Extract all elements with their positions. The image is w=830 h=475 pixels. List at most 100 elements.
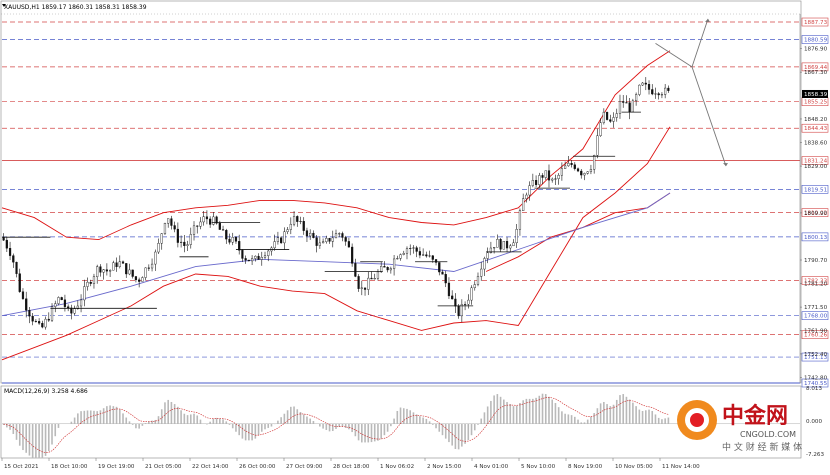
macd-bar	[284, 414, 286, 424]
macd-bar	[519, 403, 521, 424]
candle-body	[406, 249, 408, 254]
candle-body	[545, 171, 547, 178]
macd-bar	[322, 424, 324, 429]
watermark-domain: CNGOLD.COM	[740, 430, 796, 439]
macd-bar	[364, 424, 366, 443]
macd-bar	[668, 418, 670, 424]
macd-bar	[245, 424, 247, 441]
macd-bar	[464, 424, 466, 444]
price-tick-3: 1838.60	[804, 141, 828, 147]
macd-bar	[251, 424, 253, 441]
macd-bar	[480, 419, 482, 424]
macd-bar	[200, 420, 202, 424]
candle-body	[558, 175, 560, 179]
candle-body	[338, 233, 340, 234]
candle-body	[409, 248, 411, 249]
macd-bar	[558, 407, 560, 424]
candle-body	[390, 269, 392, 270]
time-tick-13: 10 Nov 05:00	[615, 464, 653, 470]
macd-bar	[600, 403, 602, 423]
macd-bar	[400, 408, 402, 424]
macd-bar	[497, 394, 499, 424]
macd-zero-tick: 0.000	[806, 419, 822, 425]
candle-body	[387, 267, 389, 270]
level-label-6: 1819.51	[804, 187, 828, 193]
macd-bar	[164, 402, 166, 423]
candle-body	[561, 169, 563, 176]
macd-bar	[290, 407, 292, 424]
candle-body	[280, 238, 282, 243]
candle-body	[309, 233, 311, 236]
candle-body	[200, 222, 202, 226]
candle-body	[432, 256, 434, 260]
macd-bar	[651, 411, 653, 424]
macd-bar	[45, 424, 47, 456]
candle-body	[645, 83, 647, 84]
candle-body	[35, 321, 37, 322]
candle-body	[474, 285, 476, 288]
macd-bar	[29, 424, 31, 456]
macd-bar	[429, 421, 431, 423]
candle-body	[93, 277, 95, 284]
macd-bar	[593, 413, 595, 424]
candle-body	[667, 88, 669, 91]
time-tick-0: 15 Oct 2021	[4, 464, 39, 470]
level-label-4: 1844.43	[804, 126, 828, 132]
time-tick-12: 8 Nov 19:00	[568, 464, 603, 470]
macd-bar	[603, 402, 605, 424]
time-tick-3: 21 Oct 05:00	[145, 464, 182, 470]
candle-body	[477, 276, 479, 284]
candle-body	[325, 238, 327, 242]
candle-body	[467, 300, 469, 304]
macd-bar	[535, 398, 537, 424]
macd-bar	[458, 424, 460, 450]
time-tick-5: 26 Oct 00:00	[239, 464, 276, 470]
candle-body	[287, 230, 289, 232]
candle-body	[471, 288, 473, 300]
candle-body	[164, 223, 166, 233]
macd-bar	[261, 424, 263, 432]
candle-body	[367, 278, 369, 289]
macd-bar	[80, 411, 82, 424]
macd-bar	[161, 409, 163, 424]
macd-bar	[229, 424, 231, 425]
macd-bar	[58, 424, 60, 428]
level-label-1: 1880.59	[804, 38, 828, 44]
candle-body	[119, 262, 121, 267]
cngold-watermark: 中金网 CNGOLD.COM 中 文 财 经 新 媒 体	[677, 400, 802, 453]
macd-bar	[542, 394, 544, 424]
candle-body	[348, 241, 350, 247]
candle-body	[522, 199, 524, 211]
macd-bar	[42, 424, 44, 458]
macd-bar	[422, 418, 424, 424]
candle-body	[154, 252, 156, 264]
macd-bar	[471, 424, 473, 435]
candle-body	[74, 309, 76, 313]
candle-body	[606, 112, 608, 119]
macd-bar	[154, 420, 156, 424]
candle-body	[393, 259, 395, 269]
macd-bar	[16, 424, 18, 440]
candle-body	[345, 237, 347, 241]
macd-bar	[206, 424, 208, 425]
macd-bar	[74, 418, 76, 424]
candle-body	[12, 256, 14, 263]
macd-bar	[293, 406, 295, 423]
price-tick-0: 1876.90	[804, 47, 828, 53]
candle-body	[506, 241, 508, 248]
candle-body	[400, 255, 402, 259]
moving-average-line	[2, 193, 670, 316]
candle-body	[493, 247, 495, 248]
candle-body	[48, 319, 50, 320]
macd-bar	[661, 419, 663, 424]
candle-body	[187, 245, 189, 246]
macd-bar	[371, 424, 373, 442]
candle-body	[484, 258, 486, 269]
macd-bar	[487, 406, 489, 423]
watermark-cn-name: 中金网	[722, 403, 788, 429]
candle-body	[103, 270, 105, 273]
macd-bar	[280, 417, 282, 424]
macd-bar	[135, 424, 137, 428]
candle-body	[54, 304, 56, 307]
